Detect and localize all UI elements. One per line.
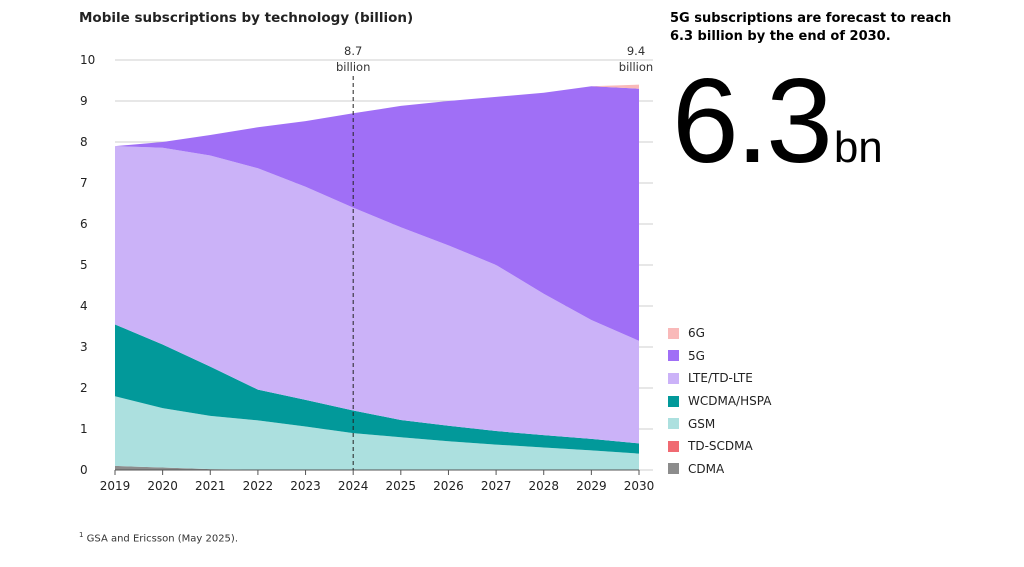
- x-tick-2021: 2021: [195, 479, 226, 493]
- y-tick-0: 0: [80, 463, 88, 477]
- chart-title: Mobile subscriptions by technology (bill…: [79, 10, 414, 26]
- legend-label-5g: 5G: [688, 348, 705, 363]
- legend-swatch-6g: [668, 327, 679, 339]
- y-tick-9: 9: [80, 94, 88, 108]
- legend-swatch-lte-td-lte: [668, 372, 679, 384]
- area-5g: [115, 86, 639, 341]
- x-tick-2026: 2026: [433, 479, 464, 493]
- x-tick-2024: 2024: [338, 479, 369, 493]
- legend-label-td-scdma: TD-SCDMA: [688, 439, 753, 454]
- legend-label-cdma: CDMA: [688, 461, 725, 476]
- annotation-value-2030: 9.4: [627, 44, 645, 58]
- big-number-value: 6.3: [672, 54, 833, 188]
- x-tick-2022: 2022: [243, 479, 274, 493]
- x-tick-2029: 2029: [576, 479, 607, 493]
- y-tick-10: 10: [80, 53, 95, 67]
- footnote: 1 GSA and Ericsson (May 2025).: [79, 531, 238, 544]
- x-tick-2019: 2019: [100, 479, 131, 493]
- legend-swatch-gsm: [668, 418, 679, 430]
- legend-item-5g: 5G: [668, 345, 771, 368]
- legend-item-gsm: GSM: [668, 412, 771, 435]
- y-tick-1: 1: [80, 422, 88, 436]
- y-tick-3: 3: [80, 340, 88, 354]
- legend-label-gsm: GSM: [688, 416, 716, 431]
- big-number: 6.3bn: [672, 52, 883, 190]
- y-tick-4: 4: [80, 299, 88, 313]
- x-tick-2030: 2030: [624, 479, 655, 493]
- legend-label-6g: 6G: [688, 326, 705, 341]
- legend-swatch-cdma: [668, 463, 679, 475]
- legend-label-lte-td-lte: LTE/TD-LTE: [688, 371, 753, 386]
- area-gsm: [115, 396, 639, 470]
- y-tick-7: 7: [80, 176, 88, 190]
- annotation-value-2024: 8.7: [344, 44, 362, 58]
- area-wcdma-hspa: [115, 324, 639, 454]
- y-tick-8: 8: [80, 135, 88, 149]
- legend-item-wcdma-hspa: WCDMA/HSPA: [668, 390, 771, 413]
- footnote-text: GSA and Ericsson (May 2025).: [86, 533, 238, 545]
- x-tick-2025: 2025: [386, 479, 417, 493]
- annotation-label-2024: billion: [336, 60, 370, 74]
- chart-legend: 6G 5G LTE/TD-LTE WCDMA/HSPA GSM TD-SCDMA CDMA: [668, 322, 771, 480]
- footnote-mark: 1: [79, 531, 84, 539]
- area-lte-td-lte: [115, 146, 639, 444]
- legend-item-cdma: CDMA: [668, 458, 771, 481]
- legend-swatch-wcdma-hspa: [668, 395, 679, 407]
- legend-item-lte-td-lte: LTE/TD-LTE: [668, 367, 771, 390]
- y-tick-2: 2: [80, 381, 88, 395]
- big-number-unit: bn: [833, 123, 883, 172]
- x-tick-2023: 2023: [290, 479, 321, 493]
- x-tick-2027: 2027: [481, 479, 512, 493]
- x-tick-2020: 2020: [147, 479, 178, 493]
- legend-item-td-scdma: TD-SCDMA: [668, 435, 771, 458]
- headline-text: 5G subscriptions are forecast to reach 6…: [670, 11, 952, 44]
- y-tick-6: 6: [80, 217, 88, 231]
- legend-swatch-td-scdma: [668, 440, 679, 452]
- legend-label-wcdma-hspa: WCDMA/HSPA: [688, 394, 772, 409]
- x-tick-2028: 2028: [528, 479, 559, 493]
- y-tick-5: 5: [80, 258, 88, 272]
- annotation-label-2030: billion: [619, 60, 653, 74]
- legend-swatch-5g: [668, 350, 679, 362]
- legend-item-6g: 6G: [668, 322, 771, 345]
